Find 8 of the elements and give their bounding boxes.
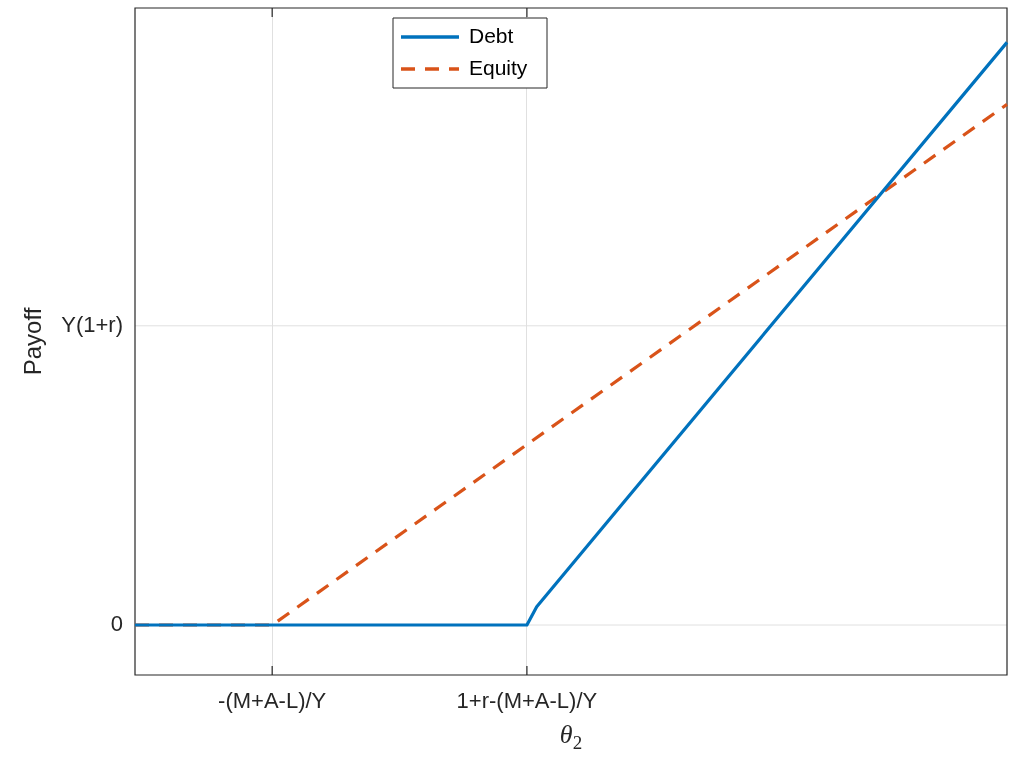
x-tick-label: -(M+A-L)/Y [218, 688, 327, 714]
ref-line-label: 0 [110, 611, 123, 637]
legend-label: Equity [469, 55, 528, 79]
legend-label: Debt [469, 23, 514, 47]
x-axis-title: θ$_{2}$ [559, 720, 583, 755]
ref-line-label: Y(1+r) [61, 311, 123, 337]
y-axis-title: Payoff [18, 307, 46, 376]
x-tick-label: 1+r-(M+A-L)/Y [456, 688, 598, 714]
